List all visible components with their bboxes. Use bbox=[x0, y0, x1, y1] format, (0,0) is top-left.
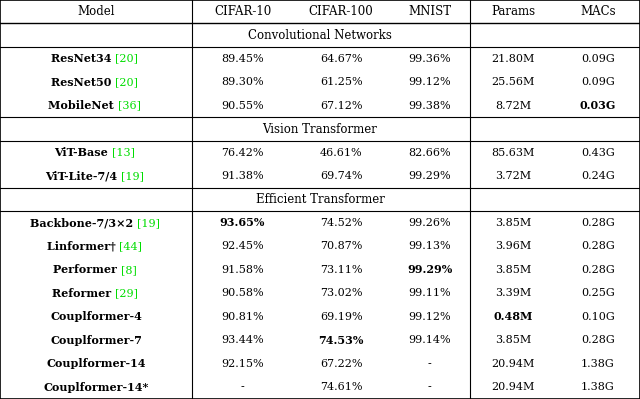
Text: 1.38G: 1.38G bbox=[581, 359, 614, 369]
Text: 99.36%: 99.36% bbox=[408, 54, 451, 64]
Text: 25.56M: 25.56M bbox=[492, 77, 534, 87]
Text: 8.72M: 8.72M bbox=[495, 101, 531, 111]
Text: 0.10G: 0.10G bbox=[581, 312, 614, 322]
Text: [44]: [44] bbox=[119, 241, 142, 251]
Text: 0.28G: 0.28G bbox=[581, 218, 614, 228]
Text: 93.44%: 93.44% bbox=[221, 335, 264, 345]
Text: 3.85M: 3.85M bbox=[495, 335, 531, 345]
Text: 99.14%: 99.14% bbox=[408, 335, 451, 345]
Text: Convolutional Networks: Convolutional Networks bbox=[248, 29, 392, 42]
Text: 90.58%: 90.58% bbox=[221, 288, 264, 298]
Text: 3.85M: 3.85M bbox=[495, 265, 531, 275]
Text: ResNet34: ResNet34 bbox=[51, 53, 115, 64]
Text: [8]: [8] bbox=[121, 265, 136, 275]
Text: 74.61%: 74.61% bbox=[320, 382, 362, 392]
Text: CIFAR-100: CIFAR-100 bbox=[308, 5, 374, 18]
Text: Linformer†: Linformer† bbox=[47, 241, 119, 252]
Text: 69.74%: 69.74% bbox=[320, 171, 362, 181]
Text: 99.12%: 99.12% bbox=[408, 77, 451, 87]
Text: [36]: [36] bbox=[118, 101, 141, 111]
Text: 91.38%: 91.38% bbox=[221, 171, 264, 181]
Text: 0.28G: 0.28G bbox=[581, 335, 614, 345]
Text: 91.58%: 91.58% bbox=[221, 265, 264, 275]
Text: MobileNet: MobileNet bbox=[48, 100, 118, 111]
Text: 73.11%: 73.11% bbox=[320, 265, 362, 275]
Text: [13]: [13] bbox=[112, 148, 135, 158]
Text: 21.80M: 21.80M bbox=[492, 54, 534, 64]
Text: 0.43G: 0.43G bbox=[581, 148, 614, 158]
Text: 85.63M: 85.63M bbox=[492, 148, 534, 158]
Text: 0.03G: 0.03G bbox=[580, 100, 616, 111]
Text: 74.52%: 74.52% bbox=[320, 218, 362, 228]
Text: 89.30%: 89.30% bbox=[221, 77, 264, 87]
Text: 74.53%: 74.53% bbox=[319, 335, 364, 346]
Text: MNIST: MNIST bbox=[408, 5, 451, 18]
Text: 3.72M: 3.72M bbox=[495, 171, 531, 181]
Text: ResNet50: ResNet50 bbox=[51, 77, 115, 88]
Text: 99.29%: 99.29% bbox=[408, 171, 451, 181]
Text: Params: Params bbox=[491, 5, 535, 18]
Text: 64.67%: 64.67% bbox=[320, 54, 362, 64]
Text: 0.24G: 0.24G bbox=[581, 171, 614, 181]
Text: 70.87%: 70.87% bbox=[320, 241, 362, 251]
Text: Backbone-7/3×2: Backbone-7/3×2 bbox=[29, 217, 136, 229]
Text: 0.28G: 0.28G bbox=[581, 241, 614, 251]
Text: 89.45%: 89.45% bbox=[221, 54, 264, 64]
Text: ViT-Lite-7/4: ViT-Lite-7/4 bbox=[45, 170, 121, 182]
Text: 92.45%: 92.45% bbox=[221, 241, 264, 251]
Text: 90.55%: 90.55% bbox=[221, 101, 264, 111]
Text: [20]: [20] bbox=[115, 54, 138, 64]
Text: 69.19%: 69.19% bbox=[320, 312, 362, 322]
Text: 20.94M: 20.94M bbox=[492, 359, 534, 369]
Text: 82.66%: 82.66% bbox=[408, 148, 451, 158]
Text: [20]: [20] bbox=[115, 77, 138, 87]
Text: 99.38%: 99.38% bbox=[408, 101, 451, 111]
Text: 76.42%: 76.42% bbox=[221, 148, 264, 158]
Text: 99.29%: 99.29% bbox=[407, 265, 452, 275]
Text: 1.38G: 1.38G bbox=[581, 382, 614, 392]
Text: 3.96M: 3.96M bbox=[495, 241, 531, 251]
Text: 0.48M: 0.48M bbox=[493, 311, 532, 322]
Text: 67.22%: 67.22% bbox=[320, 359, 362, 369]
Text: 67.12%: 67.12% bbox=[320, 101, 362, 111]
Text: -: - bbox=[428, 382, 431, 392]
Text: 0.09G: 0.09G bbox=[581, 54, 614, 64]
Text: MACs: MACs bbox=[580, 5, 616, 18]
Text: 99.26%: 99.26% bbox=[408, 218, 451, 228]
Text: 3.39M: 3.39M bbox=[495, 288, 531, 298]
Text: -: - bbox=[428, 359, 431, 369]
Text: Performer: Performer bbox=[53, 265, 121, 275]
Text: Vision Transformer: Vision Transformer bbox=[262, 122, 378, 136]
Text: Couplformer-7: Couplformer-7 bbox=[50, 335, 142, 346]
Text: Couplformer-14: Couplformer-14 bbox=[46, 358, 146, 369]
Text: 99.13%: 99.13% bbox=[408, 241, 451, 251]
Text: Reformer: Reformer bbox=[52, 288, 115, 299]
Text: ViT-Base: ViT-Base bbox=[54, 147, 112, 158]
Text: 99.11%: 99.11% bbox=[408, 288, 451, 298]
Text: CIFAR-10: CIFAR-10 bbox=[214, 5, 271, 18]
Text: -: - bbox=[241, 382, 244, 392]
Text: 90.81%: 90.81% bbox=[221, 312, 264, 322]
Text: 20.94M: 20.94M bbox=[492, 382, 534, 392]
Text: 73.02%: 73.02% bbox=[320, 288, 362, 298]
Text: Efficient Transformer: Efficient Transformer bbox=[255, 193, 385, 206]
Text: 99.12%: 99.12% bbox=[408, 312, 451, 322]
Text: 0.09G: 0.09G bbox=[581, 77, 614, 87]
Text: [29]: [29] bbox=[115, 288, 138, 298]
Text: Model: Model bbox=[77, 5, 115, 18]
Text: [19]: [19] bbox=[121, 171, 144, 181]
Text: 92.15%: 92.15% bbox=[221, 359, 264, 369]
Text: 0.28G: 0.28G bbox=[581, 265, 614, 275]
Text: 46.61%: 46.61% bbox=[320, 148, 362, 158]
Text: 0.25G: 0.25G bbox=[581, 288, 614, 298]
Text: 3.85M: 3.85M bbox=[495, 218, 531, 228]
Text: Couplformer-14*: Couplformer-14* bbox=[44, 382, 148, 393]
Text: [19]: [19] bbox=[136, 218, 159, 228]
Text: 93.65%: 93.65% bbox=[220, 217, 265, 229]
Text: 61.25%: 61.25% bbox=[320, 77, 362, 87]
Text: Couplformer-4: Couplformer-4 bbox=[50, 311, 142, 322]
